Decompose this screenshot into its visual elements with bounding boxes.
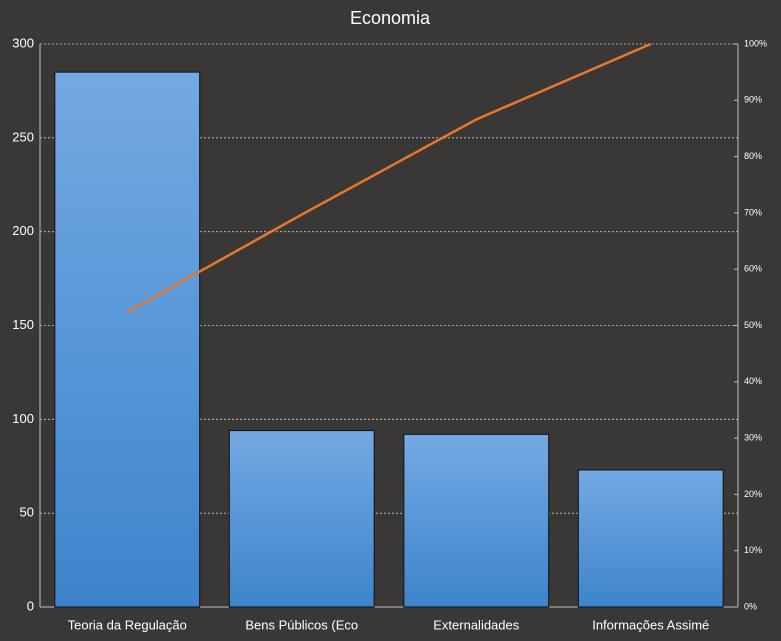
cumulative-line bbox=[126, 42, 652, 314]
x-tick-label: Teoria da Regulação bbox=[68, 617, 187, 632]
bar bbox=[577, 469, 724, 608]
y-tick-label: 150 bbox=[12, 317, 34, 332]
bar bbox=[228, 430, 375, 608]
y2-tick-label: 70% bbox=[744, 207, 762, 217]
x-tick-label: Bens Públicos (Eco bbox=[245, 617, 358, 632]
y2-tick-label: 100% bbox=[744, 38, 767, 48]
y2-tick-label: 50% bbox=[744, 320, 762, 330]
y2-tick-label: 20% bbox=[744, 489, 762, 499]
y-tick-label: 100 bbox=[12, 411, 34, 426]
y2-tick-label: 90% bbox=[744, 95, 762, 105]
y-tick-label: 200 bbox=[12, 223, 34, 238]
chart-title: Economia bbox=[350, 8, 431, 28]
y-tick-label: 50 bbox=[20, 505, 34, 520]
y2-tick-label: 40% bbox=[744, 376, 762, 386]
y2-tick-label: 30% bbox=[744, 432, 762, 442]
y-tick-label: 250 bbox=[12, 129, 34, 144]
y2-tick-label: 10% bbox=[744, 545, 762, 555]
y2-tick-label: 80% bbox=[744, 151, 762, 161]
bar bbox=[54, 71, 201, 608]
y-tick-label: 300 bbox=[12, 35, 34, 50]
x-tick-label: Informações Assimé bbox=[592, 617, 709, 632]
y2-tick-label: 60% bbox=[744, 264, 762, 274]
bar bbox=[403, 433, 550, 608]
y2-tick-label: 0% bbox=[744, 601, 757, 611]
x-tick-label: Externalidades bbox=[433, 617, 519, 632]
y-tick-label: 0 bbox=[27, 598, 34, 613]
